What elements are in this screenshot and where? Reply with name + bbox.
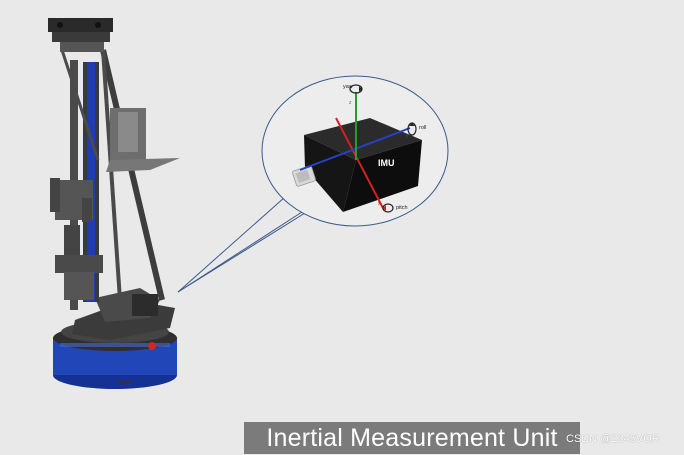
robot-deck: [72, 288, 175, 340]
power-indicator: [148, 342, 156, 350]
watermark: CSDN @2345VOR: [566, 433, 660, 445]
roll-label: roll: [419, 125, 426, 131]
caption-title: Inertial Measurement Unit: [266, 423, 558, 452]
caption-banner: Inertial Measurement Unit: [244, 422, 580, 454]
callout-leader-lower: [177, 212, 306, 293]
z-label: z: [349, 100, 352, 106]
depth-camera: [48, 18, 113, 52]
y-label: y: [406, 133, 409, 139]
pitch-label: pitch: [396, 205, 408, 211]
axis-x-line: [335, 117, 385, 211]
imu-label: IMU: [378, 158, 395, 168]
x-label: x: [378, 201, 381, 207]
robot-arm: [50, 178, 103, 300]
imu-connector: [292, 165, 316, 187]
imu-callout: IMU yaw z roll y pitch: [177, 75, 449, 293]
imu-axes: yaw z roll y pitch x: [299, 84, 426, 213]
yaw-label: yaw: [343, 84, 353, 90]
robot-illustration: [48, 18, 180, 389]
robot-tray: [106, 108, 180, 172]
